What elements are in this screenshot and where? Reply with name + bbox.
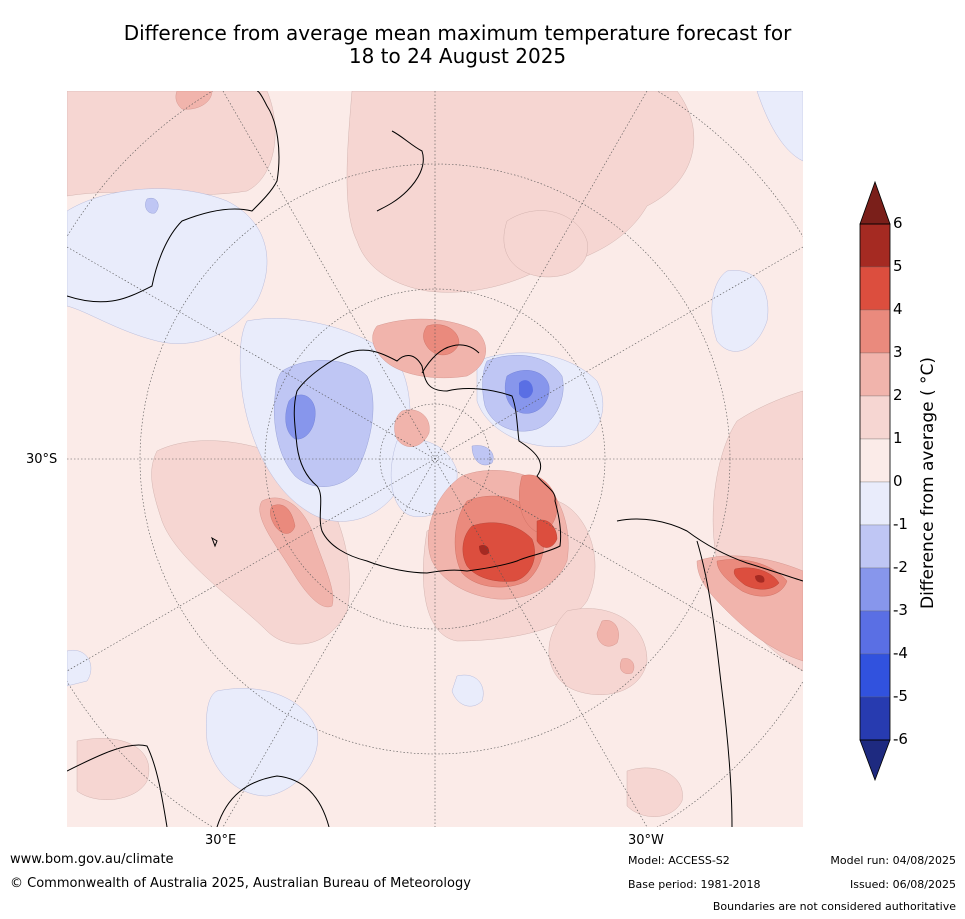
colorbar-bin: [859, 481, 891, 526]
colorbar-tick-label: 0: [893, 472, 903, 490]
australia-coast: [67, 91, 280, 303]
anomaly-5-to-6-region-2: [755, 574, 765, 583]
colorbar-bin: [859, 309, 891, 354]
colorbar-extend-low: [859, 739, 891, 782]
colorbar-tick-label: 5: [893, 257, 903, 275]
africa-coast: [67, 744, 330, 827]
colorbar-bin: [859, 266, 891, 311]
colorbar-tick-label: 2: [893, 386, 903, 404]
colorbar-frame: [859, 223, 891, 741]
anomaly-5-to-6-region: [479, 544, 490, 555]
colorbar: [859, 180, 891, 782]
colorbar-bin: [859, 524, 891, 569]
colorbar-extend-high: [859, 180, 891, 225]
colorbar-tick-label: 1: [893, 429, 903, 447]
new-zealand-coast: [376, 130, 424, 212]
colorbar-title: Difference from average ( °C): [918, 356, 938, 610]
colorbar-bin: [859, 352, 891, 397]
south-america-coast: [616, 518, 803, 827]
colorbar-bin: [859, 610, 891, 655]
colorbar-tick-label: -4: [893, 644, 908, 662]
colorbar-tick-label: 3: [893, 343, 903, 361]
coastlines: [67, 91, 803, 827]
colorbar-tick-label: -2: [893, 558, 908, 576]
graticule: [67, 91, 803, 827]
latitude-label-30s: 30°S: [26, 452, 58, 467]
colorbar-bin: [859, 438, 891, 483]
title-line-2: 18 to 24 August 2025: [348, 44, 567, 68]
title-line-1: Difference from average mean maximum tem…: [123, 21, 792, 45]
antarctica-coast: [293, 349, 562, 574]
colorbar-bin: [859, 696, 891, 741]
colorbar-bin: [859, 567, 891, 612]
anomaly-4-to-5-regions: [462, 519, 780, 590]
footer-website: www.bom.gov.au/climate: [10, 852, 174, 867]
colorbar-tick-label: -3: [893, 601, 908, 619]
footer-model-run: Model run: 04/08/2025: [830, 854, 956, 867]
colorbar-bin: [859, 395, 891, 440]
longitude-label-30e: 30°E: [205, 833, 237, 848]
footer-model: Model: ACCESS-S2: [628, 854, 730, 867]
chart-title: Difference from average mean maximum tem…: [60, 22, 855, 68]
colorbar-bin: [859, 223, 891, 268]
footer-disclaimer: Boundaries are not considered authoritat…: [712, 900, 956, 913]
footer-issued: Issued: 06/08/2025: [849, 878, 956, 891]
footer-base-period: Base period: 1981-2018: [628, 878, 761, 891]
colorbar-tick-label: -1: [893, 515, 908, 533]
longitude-label-30w: 30°W: [628, 833, 664, 848]
colorbar-tick-label: 4: [893, 300, 903, 318]
colorbar-tick-label: -5: [893, 687, 908, 705]
colorbar-tick-label: 6: [893, 214, 903, 232]
antarctic-peninsula-coast: [421, 344, 480, 374]
colorbar-tick-label: -6: [893, 730, 908, 748]
footer-copyright: © Commonwealth of Australia 2025, Austra…: [10, 876, 471, 891]
anomaly-minus4-to-minus3-region: [519, 380, 533, 399]
colorbar-bin: [859, 653, 891, 698]
temperature-anomaly-map: [67, 91, 803, 827]
colorbar-bins: [859, 223, 891, 741]
island-coast: [211, 536, 218, 548]
